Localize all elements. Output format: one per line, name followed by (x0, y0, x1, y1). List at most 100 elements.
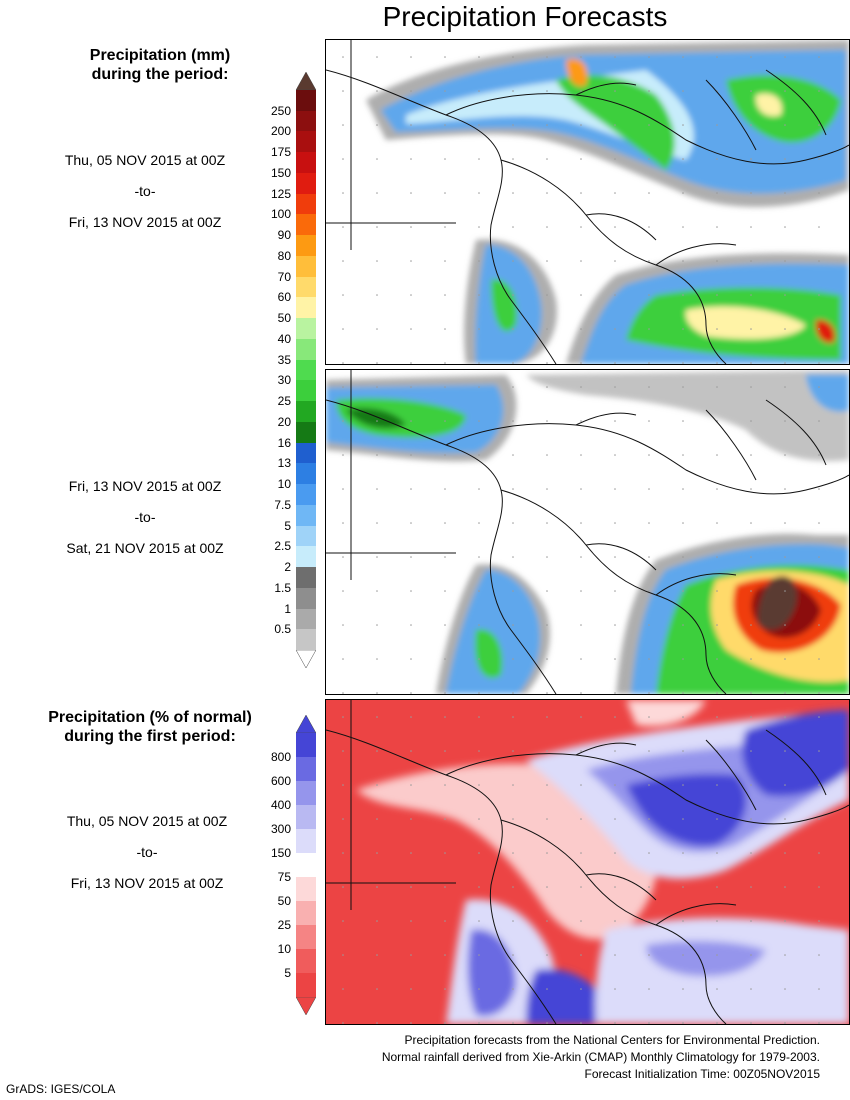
coastlines-3 (326, 700, 849, 1024)
mm-scale-cell (296, 110, 316, 132)
mm-scale-cell (296, 442, 316, 464)
coastlines-1 (326, 40, 849, 364)
source-notes: Precipitation forecasts from the Nationa… (382, 1032, 820, 1083)
pct-scale-label: 400 (270, 798, 291, 812)
mm-legend-title: Precipitation (mm) during the period: (89, 47, 231, 83)
mm-scale-cell (296, 380, 316, 402)
page-title: Precipitation Forecasts (382, 1, 668, 32)
map-percent-normal (326, 700, 849, 1024)
mm-scale-label: 0.5 (274, 622, 291, 637)
period-1-dates: Thu, 05 NOV 2015 at 00Z -to- Fri, 13 NOV… (0, 152, 295, 245)
mm-scale-cell (296, 318, 316, 340)
pct-scale-top-cap (296, 715, 316, 733)
mm-scale-label: 7.5 (274, 497, 291, 512)
mm-scale-label: 16 (277, 435, 291, 450)
mm-scale-cell (296, 463, 316, 485)
mm-scale-label: 80 (277, 248, 291, 263)
mm-scale-label: 1.5 (274, 580, 291, 595)
mm-scale-label: 5 (284, 518, 291, 533)
mm-scale-label: 20 (277, 414, 291, 429)
source-note-climatology: Normal rainfall derived from Xie-Arkin (… (381, 1050, 820, 1064)
period-3-end: Fri, 13 NOV 2015 at 00Z (70, 875, 224, 891)
mm-scale-cell (296, 629, 316, 651)
pct-scale-cell (296, 781, 316, 805)
mm-scale-cell (296, 152, 316, 174)
source-note-init-time: Forecast Initialization Time: 00Z05NOV20… (584, 1067, 820, 1081)
mm-scale-label: 200 (270, 124, 291, 139)
period-2-separator: -to- (134, 509, 156, 525)
mm-scale-cell (296, 235, 316, 257)
mm-scale-cell (296, 131, 316, 153)
mm-scale-label: 35 (277, 352, 291, 367)
mm-scale-cell (296, 255, 316, 277)
mm-scale-label: 10 (277, 477, 291, 492)
mm-scale-label: 40 (277, 331, 291, 346)
period-2-start: Fri, 13 NOV 2015 at 00Z (68, 478, 222, 494)
mm-scale-labels: 250 200 175 150 125 100 90 80 70 60 50 40 35 30 25 20 16… (255, 72, 291, 668)
mm-scale-label: 90 (277, 228, 291, 243)
mm-scale-label: 50 (277, 311, 291, 326)
period-3-dates: Thu, 05 NOV 2015 at 00Z -to- Fri, 13 NOV… (0, 813, 297, 906)
period-3-start: Thu, 05 NOV 2015 at 00Z (66, 813, 228, 829)
pct-scale-label: 150 (270, 846, 291, 860)
pct-scale-label: 800 (270, 750, 291, 764)
map-period-2 (326, 370, 849, 694)
pct-scale-cell (296, 973, 316, 997)
period-2-dates: Fri, 13 NOV 2015 at 00Z -to- Sat, 21 NOV… (0, 478, 295, 571)
mm-scale-cell (296, 193, 316, 215)
mm-scale-label: 60 (277, 290, 291, 305)
mm-scale-cell (296, 484, 316, 506)
pct-scale-cell (296, 925, 316, 949)
mm-scale-label: 70 (277, 269, 291, 284)
mm-scale-label: 125 (270, 186, 291, 201)
pct-scale-cell (296, 901, 316, 925)
mm-scale-label: 25 (277, 394, 291, 409)
grads-credit: GrADS: IGES/COLA (6, 1082, 116, 1096)
map-panel-period-1 (325, 39, 850, 365)
pct-scale-label: 50 (277, 894, 291, 908)
mm-scale-cell (296, 172, 316, 194)
mm-scale-cell (296, 504, 316, 526)
period-1-end: Fri, 13 NOV 2015 at 00Z (68, 214, 222, 230)
mm-scale-cell (296, 525, 316, 547)
coastlines-2 (326, 370, 849, 694)
mm-scale-bottom-cap (296, 650, 316, 668)
mm-scale-cell (296, 90, 316, 111)
mm-color-scale (296, 72, 316, 668)
period-1-separator: -to- (134, 183, 156, 199)
mm-scale-cell (296, 359, 316, 381)
mm-scale-label: 150 (270, 165, 291, 180)
pct-scale-label: 5 (284, 966, 291, 980)
pct-scale-label: 25 (277, 918, 291, 932)
mm-scale-label: 30 (277, 373, 291, 388)
pct-scale-cell (296, 877, 316, 901)
mm-scale-label: 1 (284, 601, 291, 616)
mm-scale-label: 250 (270, 103, 291, 118)
pct-legend-title: Precipitation (% of normal) during the f… (48, 709, 252, 745)
pct-scale-label: 300 (270, 822, 291, 836)
mm-scale-cell (296, 276, 316, 298)
map-panel-percent-normal (325, 699, 850, 1025)
mm-scale-label: 2 (284, 560, 291, 575)
pct-scale-cell (296, 733, 316, 757)
pct-scale-label: 10 (277, 942, 291, 956)
period-2-end: Sat, 21 NOV 2015 at 00Z (66, 540, 224, 556)
map-period-1 (326, 40, 849, 364)
mm-scale-cell (296, 546, 316, 568)
pct-scale-cell (296, 853, 316, 877)
period-3-separator: -to- (136, 844, 158, 860)
mm-scale-cell (296, 297, 316, 319)
pct-scale-cell (296, 757, 316, 781)
pct-scale-label: 600 (270, 774, 291, 788)
pct-scale-bottom-cap (296, 997, 316, 1015)
mm-scale-top-cap (296, 72, 316, 90)
mm-scale-cell (296, 421, 316, 443)
pct-scale-labels: 800 600 400 300 150 75 50 25 10 5 (255, 715, 291, 1015)
mm-scale-cell (296, 567, 316, 589)
mm-scale-label: 100 (270, 207, 291, 222)
mm-scale-cell (296, 401, 316, 423)
mm-scale-cell (296, 587, 316, 609)
pct-scale-cell (296, 829, 316, 853)
pct-scale-cell (296, 805, 316, 829)
mm-scale-label: 2.5 (274, 539, 291, 554)
